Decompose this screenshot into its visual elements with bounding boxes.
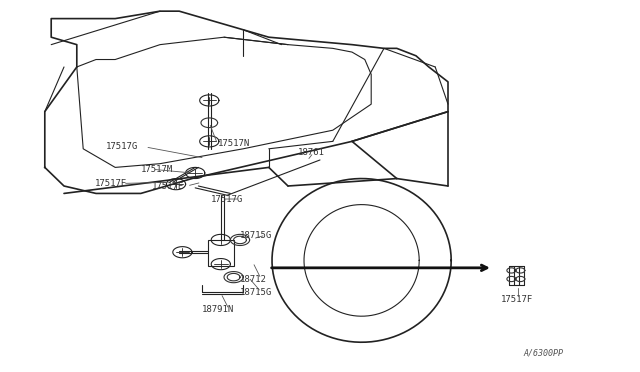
Text: 17517G: 17517G [211,195,243,203]
Text: A/6300PP: A/6300PP [524,348,563,357]
Text: 17517M: 17517M [141,165,173,174]
Text: 18712: 18712 [240,275,267,283]
Text: 17517F: 17517F [501,295,533,304]
Text: 17517G: 17517G [106,142,138,151]
Text: 18715G: 18715G [240,288,272,296]
Text: 17517E: 17517E [95,179,127,188]
Text: 17517N: 17517N [218,139,250,148]
Bar [208,240,234,266]
Text: 18761: 18761 [298,148,324,157]
Text: 18791N: 18791N [202,305,234,314]
Text: 18715G: 18715G [240,231,272,240]
Text: 17517E: 17517E [152,182,184,190]
